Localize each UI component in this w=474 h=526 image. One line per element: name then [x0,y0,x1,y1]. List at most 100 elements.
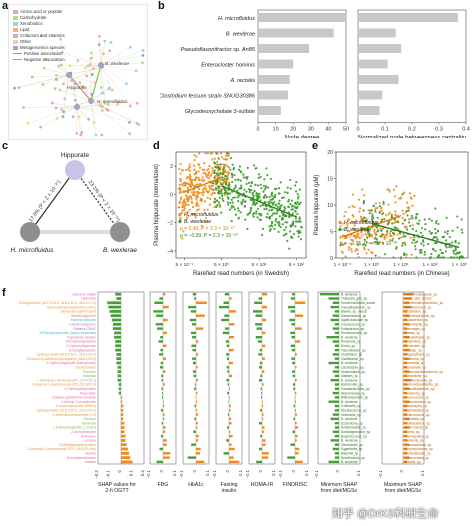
point-h-microfluidus [354,237,357,240]
point-h-microfluidus [204,152,207,155]
network-node [41,82,45,86]
point-h-microfluidus [203,168,206,172]
point-b-wexlerae [250,182,254,185]
shap-bar [121,421,125,425]
shap-bar [254,301,262,304]
shap-bar [196,396,197,399]
point-b-wexlerae [444,239,448,242]
network-node [58,88,62,92]
network-node [101,91,105,95]
point-b-wexlerae [297,220,300,223]
species-label: Parabacteroides_sp. [341,387,370,391]
network-edge [76,106,81,136]
point-b-wexlerae [213,161,216,165]
point-b-wexlerae [442,256,446,259]
network-node [108,86,111,90]
point-b-wexlerae [229,168,232,171]
point-b-wexlerae [253,211,256,215]
point-b-wexlerae [435,219,438,223]
point-h-microfluidus [200,178,203,182]
network-panel: Amino acid or peptide Carbohydrate Xenobio… [8,4,148,140]
point-b-wexlerae [255,194,258,197]
shap-bar [334,323,339,326]
species-label: Oscillibacter_sp. [341,357,364,361]
network-legend-item: Positive association [13,51,65,57]
x-tick-label: 0.3 [435,127,443,133]
point-h-microfluidus [198,188,201,191]
network-node [50,101,54,105]
point-b-wexlerae [418,219,421,222]
shap-bar [290,310,295,313]
point-b-wexlerae [376,216,379,219]
species-label: Bifidobacterium_sp. [341,396,369,400]
point-h-microfluidus [388,190,391,193]
point-b-wexlerae [245,190,248,193]
shap-bar [160,409,163,412]
point-h-microfluidus [185,203,188,206]
point-h-microfluidus [385,233,388,237]
species-label: Enterococcus_sp. [405,413,430,417]
bar [358,28,396,38]
network-edge [76,106,82,133]
x-tick-label: 0.1 [172,469,177,475]
feature-label: Catechol sulfate [72,292,96,296]
shap-bar [229,387,230,390]
species-label: Blautia_sp. [405,331,421,335]
point-h-microfluidus [351,213,354,217]
point-b-wexlerae [283,228,286,232]
panel-c-triangle: Hippurate H. microfluidus B. wexlerae 17.6%… [11,152,138,254]
network-edge [59,89,92,102]
point-b-wexlerae [263,188,266,191]
species-label: Turicibacter_sp. [405,374,428,378]
point-h-microfluidus [365,241,369,244]
network-node [101,105,104,109]
network-edge [14,74,70,89]
shap-bar [163,404,165,408]
point-b-wexlerae [451,229,454,232]
point-b-wexlerae [364,219,368,222]
point-b-wexlerae [436,256,440,259]
shap-bar [229,336,235,339]
network-node [137,123,141,126]
point-h-microfluidus [389,234,392,238]
point-b-wexlerae [218,185,221,188]
network-edge [100,64,113,91]
point-b-wexlerae [274,217,278,220]
point-b-wexlerae [230,206,233,209]
shap-bar [190,331,196,335]
point-b-wexlerae [236,189,239,192]
point-b-wexlerae [457,242,460,245]
point-b-wexlerae [407,209,410,212]
point-b-wexlerae [258,196,261,199]
shap-bar [334,357,339,360]
point-b-wexlerae [256,216,259,219]
shap-bar [295,409,297,412]
shap-bar [262,404,264,408]
shap-bar [290,443,295,446]
point-h-microfluidus [195,198,198,201]
point-b-wexlerae [294,225,297,228]
species-label: B. wexlerae [341,417,358,421]
point-b-wexlerae [414,248,417,251]
point-b-wexlerae [252,215,255,218]
point-b-wexlerae [411,227,415,231]
y-tick-label: 0 [330,256,333,262]
shap-bar [115,292,121,296]
point-b-wexlerae [382,200,385,203]
shap-bar [403,336,410,339]
point-b-wexlerae [383,253,387,256]
shap-bar [191,323,196,326]
point-h-microfluidus [204,217,207,220]
point-b-wexlerae [248,188,252,192]
network-node [100,133,104,137]
point-b-wexlerae [270,222,274,225]
point-b-wexlerae [391,239,394,242]
shap-bar [261,396,262,399]
x-tick-label: 0 [291,469,296,472]
point-b-wexlerae [221,194,224,197]
point-b-wexlerae [398,231,401,234]
network-node [90,51,93,55]
species-label: Flavonifractor_sp. [341,348,366,352]
shap-bar [292,370,295,373]
